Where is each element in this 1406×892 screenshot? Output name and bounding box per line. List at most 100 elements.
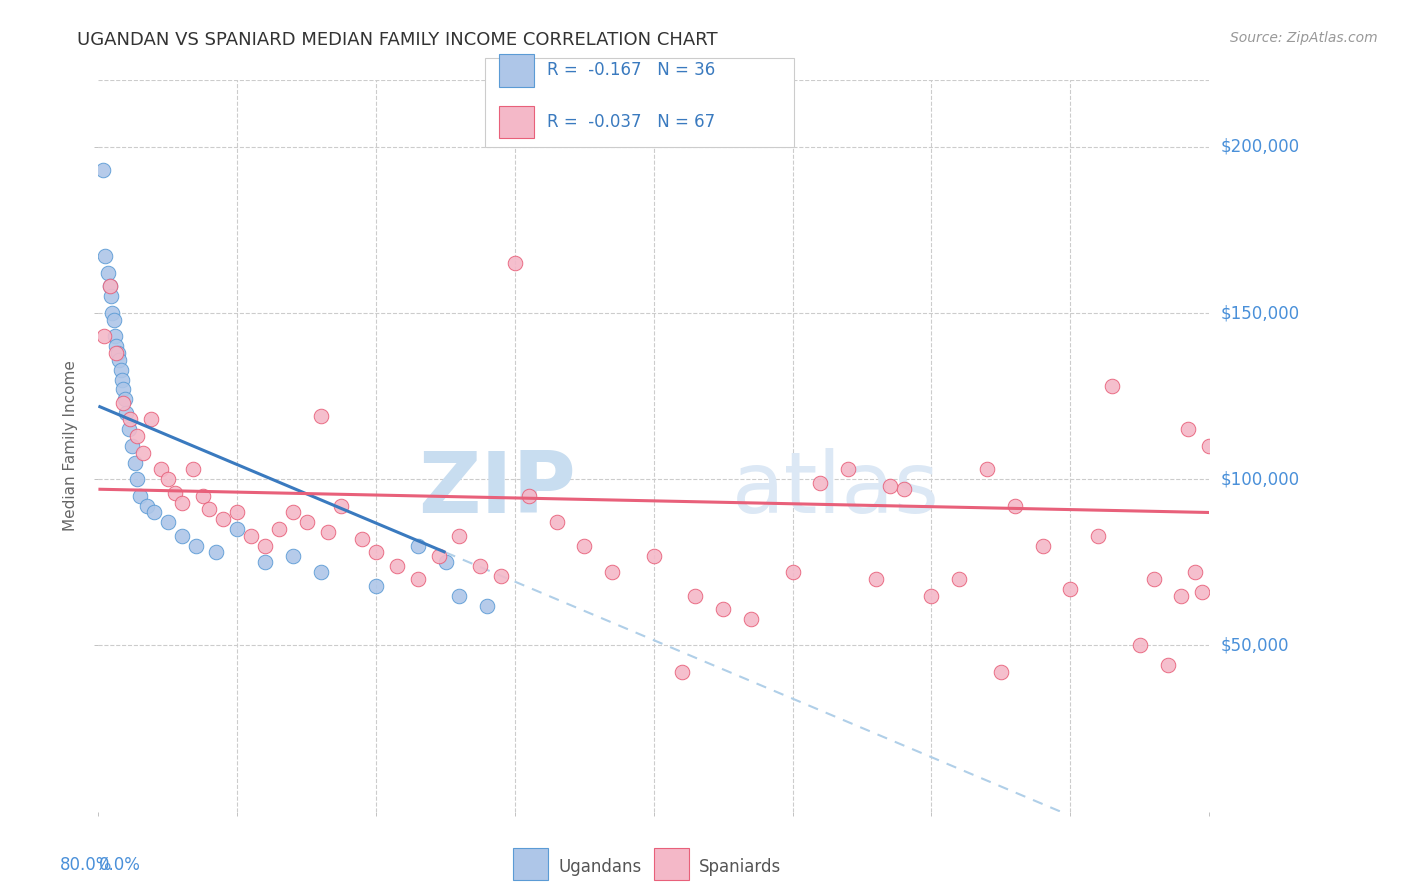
Point bbox=[98, 279, 121, 293]
Point bbox=[112, 396, 135, 410]
Point bbox=[1184, 566, 1206, 580]
Point bbox=[385, 558, 408, 573]
Point bbox=[97, 266, 120, 280]
Point bbox=[110, 362, 132, 376]
Text: atlas: atlas bbox=[731, 449, 939, 532]
Point bbox=[740, 612, 762, 626]
Point bbox=[948, 572, 970, 586]
Point bbox=[434, 555, 457, 569]
Point bbox=[105, 339, 128, 353]
Point bbox=[546, 516, 568, 530]
Point bbox=[118, 422, 141, 436]
Point bbox=[1170, 589, 1192, 603]
Point bbox=[240, 529, 263, 543]
Point bbox=[212, 512, 235, 526]
Point bbox=[489, 568, 512, 582]
Point bbox=[1191, 585, 1213, 599]
Text: 80.0%: 80.0% bbox=[60, 855, 112, 873]
Point bbox=[1198, 439, 1220, 453]
Point bbox=[1129, 639, 1152, 653]
Point bbox=[114, 392, 136, 407]
Point bbox=[101, 306, 124, 320]
Point bbox=[141, 412, 163, 426]
Point bbox=[837, 462, 859, 476]
Point bbox=[205, 545, 228, 559]
Point bbox=[198, 502, 221, 516]
Point bbox=[295, 516, 318, 530]
Text: R =  -0.037   N = 67: R = -0.037 N = 67 bbox=[547, 113, 716, 131]
Point bbox=[427, 549, 450, 563]
Point bbox=[517, 489, 540, 503]
Point bbox=[184, 539, 207, 553]
Point bbox=[107, 346, 129, 360]
Point bbox=[93, 329, 115, 343]
Text: UGANDAN VS SPANIARD MEDIAN FAMILY INCOME CORRELATION CHART: UGANDAN VS SPANIARD MEDIAN FAMILY INCOME… bbox=[77, 31, 718, 49]
Point bbox=[685, 589, 707, 603]
Point bbox=[406, 572, 429, 586]
Text: $50,000: $50,000 bbox=[1220, 637, 1289, 655]
Point bbox=[316, 525, 339, 540]
Point bbox=[132, 445, 155, 459]
Point bbox=[475, 599, 499, 613]
Point bbox=[281, 549, 304, 563]
Point bbox=[810, 475, 832, 490]
Point bbox=[1156, 658, 1178, 673]
Point bbox=[1143, 572, 1166, 586]
Point bbox=[782, 566, 804, 580]
Text: Ugandans: Ugandans bbox=[558, 858, 641, 876]
Point bbox=[267, 522, 290, 536]
Point bbox=[470, 558, 492, 573]
Point bbox=[309, 566, 332, 580]
Point bbox=[129, 489, 152, 503]
Text: $100,000: $100,000 bbox=[1220, 470, 1299, 488]
Point bbox=[352, 532, 374, 546]
Point bbox=[149, 462, 172, 476]
Point bbox=[1004, 499, 1026, 513]
Text: Spaniards: Spaniards bbox=[699, 858, 780, 876]
Point bbox=[111, 372, 134, 386]
Point bbox=[120, 412, 142, 426]
Point bbox=[100, 289, 122, 303]
Point bbox=[254, 555, 277, 569]
Point bbox=[98, 279, 121, 293]
Point bbox=[366, 579, 388, 593]
Point bbox=[503, 256, 526, 270]
Text: ZIP: ZIP bbox=[419, 449, 576, 532]
Point bbox=[115, 406, 138, 420]
Text: 0.0%: 0.0% bbox=[98, 855, 141, 873]
Point bbox=[309, 409, 332, 423]
Point bbox=[91, 163, 114, 178]
Point bbox=[366, 545, 388, 559]
Point bbox=[127, 429, 149, 443]
Point bbox=[121, 439, 143, 453]
Point bbox=[1101, 379, 1123, 393]
Point bbox=[156, 516, 179, 530]
Point bbox=[865, 572, 887, 586]
Point bbox=[124, 456, 146, 470]
Point bbox=[671, 665, 693, 679]
Point bbox=[170, 495, 193, 509]
Point bbox=[281, 506, 304, 520]
Point bbox=[108, 352, 131, 367]
Point bbox=[1087, 529, 1109, 543]
Point bbox=[105, 346, 128, 360]
Point bbox=[976, 462, 998, 476]
Point bbox=[170, 529, 193, 543]
Point bbox=[990, 665, 1012, 679]
Point bbox=[449, 529, 471, 543]
Point bbox=[104, 329, 127, 343]
Point bbox=[643, 549, 665, 563]
Point bbox=[163, 485, 186, 500]
Text: $200,000: $200,000 bbox=[1220, 137, 1299, 156]
Text: R =  -0.167   N = 36: R = -0.167 N = 36 bbox=[547, 62, 716, 79]
Point bbox=[893, 482, 915, 496]
Text: Source: ZipAtlas.com: Source: ZipAtlas.com bbox=[1230, 31, 1378, 45]
Point bbox=[330, 499, 353, 513]
Point bbox=[879, 479, 901, 493]
Point bbox=[1032, 539, 1054, 553]
Point bbox=[181, 462, 204, 476]
Point bbox=[921, 589, 943, 603]
Point bbox=[112, 383, 135, 397]
Point bbox=[254, 539, 277, 553]
Point bbox=[406, 539, 429, 553]
